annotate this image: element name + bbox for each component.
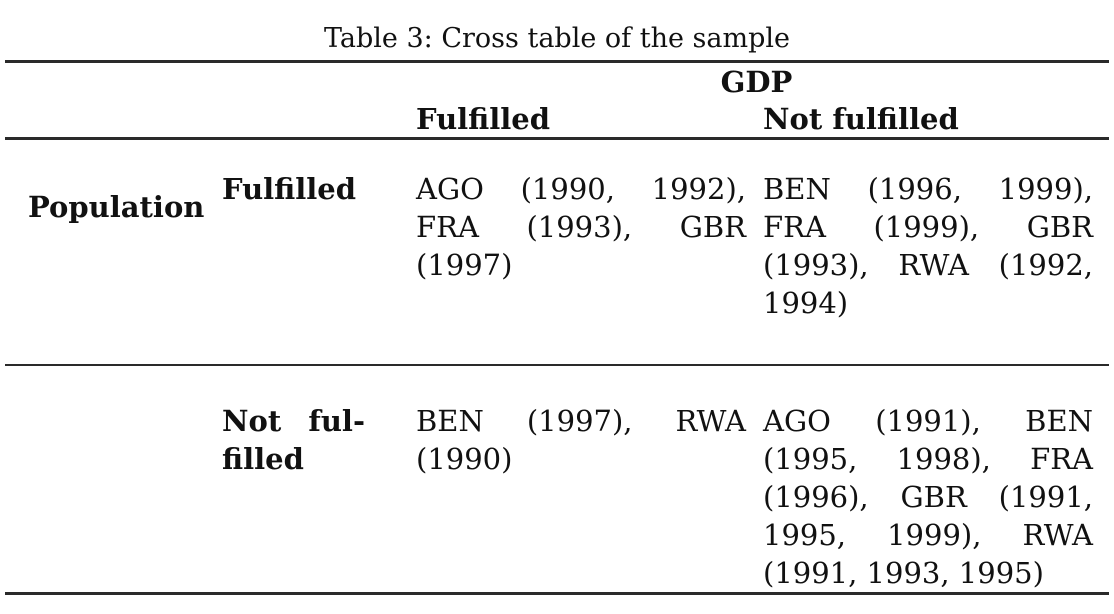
table-header: GDP Fulfilled Not fulfilled [5,63,1109,137]
column-header-fulfilled: Fulfilled [416,102,551,136]
table-row: Population Fulfilled AGO (1990, 1992), F… [5,140,1109,364]
row-label-fulfilled: Fulfilled [222,171,357,206]
row-group-header-population: Population [28,189,205,224]
row-group-spacer [28,402,222,592]
table-rule-bottom [5,592,1109,595]
cell-fulfilled-fulfilled: AGO (1990, 1992), FRA (1993), GBR (1997) [416,171,746,282]
cell-not-fulfilled-fulfilled: BEN (1997), RWA (1990) [416,404,746,476]
table-rule-header [5,137,1109,140]
table-rule-top [5,60,1109,63]
table-rule-middle [5,363,1109,366]
column-group-header-gdp: GDP [720,65,793,99]
table-row: Not ful-filled BEN (1997), RWA (1990) AG… [5,366,1109,592]
cross-table: GDP Fulfilled Not fulfilled Population F… [5,60,1109,595]
cell-not-fulfilled-not-fulfilled: AGO (1991), BEN (1995, 1998), FRA (1996)… [763,404,1093,590]
row-label-not-fulfilled: Not ful-filled [222,404,365,476]
table-caption: Table 3: Cross table of the sample [324,23,790,54]
column-header-not-fulfilled: Not fulfilled [763,102,959,136]
cell-fulfilled-not-fulfilled: BEN (1996, 1999), FRA (1999), GBR (1993)… [763,171,1093,320]
